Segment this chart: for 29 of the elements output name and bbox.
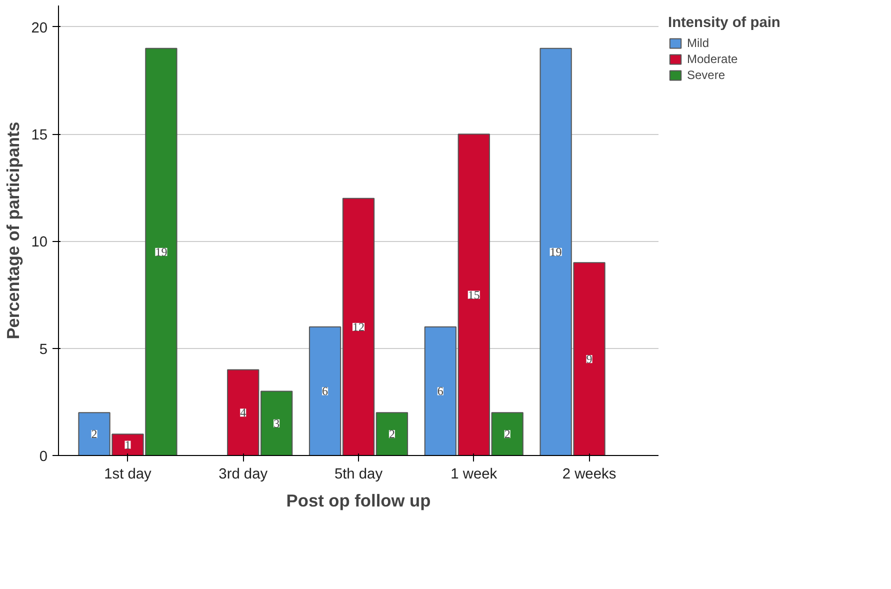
y-tick-label: 0 — [39, 449, 48, 465]
data-label: 15 — [468, 288, 480, 302]
x-tick-label: 3rd day — [218, 466, 268, 482]
data-label: 2 — [388, 427, 395, 442]
x-tick-label: 2 weeks — [562, 466, 616, 482]
data-label: 4 — [240, 406, 246, 420]
legend-title: Intensity of pain — [668, 15, 780, 31]
x-tick-label: 1st day — [104, 466, 152, 482]
x-tick-label: 5th day — [334, 466, 384, 482]
x-tick-label: 1 week — [450, 466, 498, 482]
data-label: 1 — [124, 438, 131, 452]
y-tick-label: 15 — [31, 128, 48, 144]
y-axis-title: Percentage of participants — [3, 122, 24, 340]
legend-label: Severe — [687, 68, 726, 82]
y-tick-label: 5 — [39, 342, 48, 358]
y-tick-label: 10 — [31, 234, 48, 251]
legend-label: Moderate — [687, 52, 738, 66]
data-label: 6 — [437, 384, 444, 398]
legend-label: Mild — [687, 36, 710, 50]
data-label: 3 — [274, 416, 280, 430]
data-label: 2 — [504, 427, 510, 442]
x-axis-title: Post op follow up — [286, 490, 431, 510]
data-label: 2 — [91, 427, 98, 442]
data-label: 9 — [586, 352, 592, 366]
y-tick-label: 20 — [31, 20, 48, 36]
data-label: 19 — [550, 244, 562, 259]
data-label: 12 — [352, 320, 364, 334]
data-label: 6 — [322, 384, 328, 398]
data-label: 19 — [155, 244, 168, 259]
